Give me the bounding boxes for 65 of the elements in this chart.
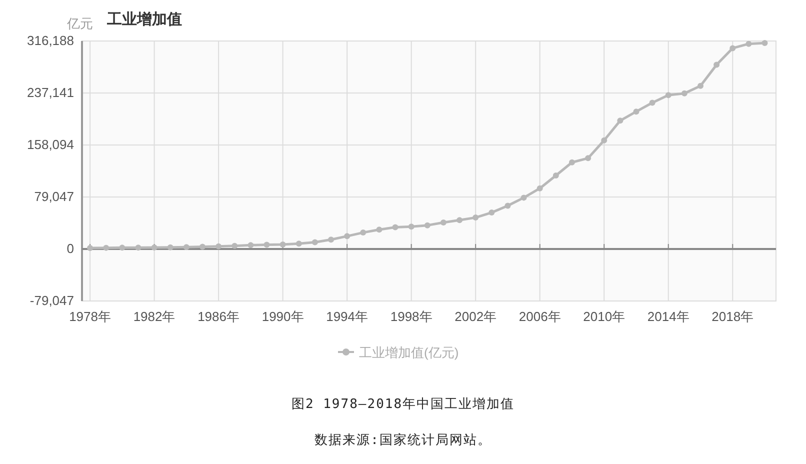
point xyxy=(552,172,559,179)
point xyxy=(472,214,479,221)
point xyxy=(312,239,318,246)
point xyxy=(633,108,640,115)
source-note: 数据来源:国家统计局网站。 xyxy=(314,432,492,448)
point xyxy=(328,236,334,243)
point xyxy=(440,219,446,226)
point xyxy=(103,244,110,251)
point xyxy=(762,40,768,46)
caption: 图2 1978—2018年中国工业增加值 xyxy=(291,397,515,412)
point xyxy=(714,62,720,68)
chart-title: 工业增加值 xyxy=(106,11,182,28)
point xyxy=(424,222,430,228)
y-tick-label: 0 xyxy=(66,241,74,256)
point xyxy=(617,118,624,124)
x-tick-label: 2014年 xyxy=(647,309,690,324)
point xyxy=(360,230,366,236)
point xyxy=(296,240,302,247)
point xyxy=(488,210,495,216)
y-tick-label: 158,094 xyxy=(27,137,74,152)
point xyxy=(504,202,511,209)
point xyxy=(151,244,158,251)
point xyxy=(697,82,704,89)
x-tick-label: 1994年 xyxy=(326,309,368,324)
point xyxy=(199,244,206,250)
x-tick-label: 1978年 xyxy=(69,309,111,324)
point xyxy=(87,244,94,251)
x-tick-label: 1982年 xyxy=(133,309,176,324)
point xyxy=(408,224,414,230)
point xyxy=(183,244,190,250)
point xyxy=(456,217,463,224)
point xyxy=(392,224,398,230)
point xyxy=(665,92,672,98)
y-tick-label: 79,047 xyxy=(34,189,74,204)
point xyxy=(730,45,736,52)
x-tick-label: 2010年 xyxy=(583,309,626,324)
y-tick-label: 237,141 xyxy=(27,85,74,100)
x-tick-label: 2002年 xyxy=(454,309,497,324)
x-tick-label: 1998年 xyxy=(390,309,432,324)
point xyxy=(601,137,608,144)
point xyxy=(280,241,286,248)
point xyxy=(536,185,543,192)
point xyxy=(167,244,174,250)
y-tick-label: 316,188 xyxy=(27,33,74,48)
point xyxy=(135,244,142,251)
point xyxy=(248,242,254,248)
point xyxy=(681,90,688,96)
point xyxy=(264,242,270,248)
point xyxy=(119,244,126,251)
legend-label: 工业增加值(亿元) xyxy=(359,345,459,360)
point xyxy=(585,155,592,162)
point xyxy=(216,243,222,250)
point xyxy=(376,226,382,233)
point xyxy=(746,40,752,47)
x-tick-label: 1990年 xyxy=(262,309,304,324)
y-tick-label: -79,047 xyxy=(30,293,74,308)
x-tick-label: 1986年 xyxy=(198,309,240,324)
point xyxy=(232,242,238,249)
x-tick-label: 2006年 xyxy=(518,309,561,324)
point xyxy=(520,194,527,201)
point xyxy=(568,159,575,166)
point xyxy=(649,100,656,106)
x-tick-label: 2018年 xyxy=(712,309,754,324)
point xyxy=(344,233,350,240)
y-axis-title: 亿元 xyxy=(66,16,93,31)
